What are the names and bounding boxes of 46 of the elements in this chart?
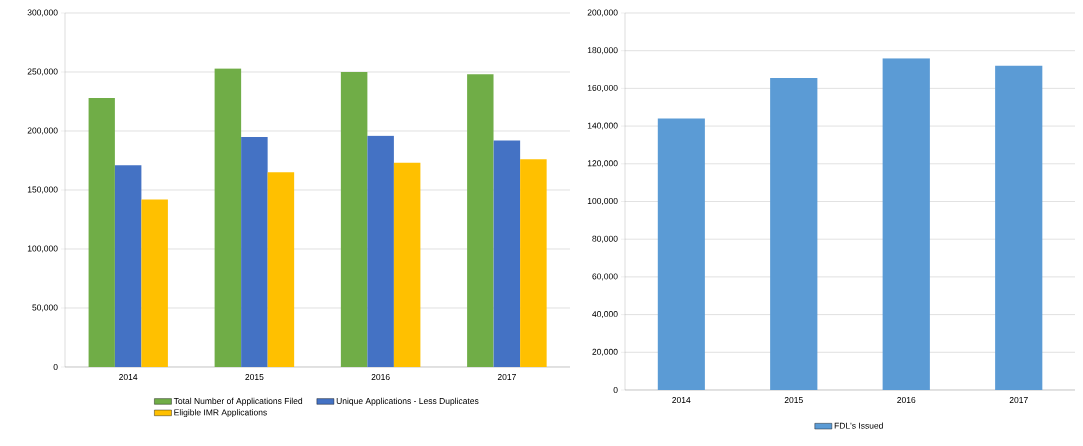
bar (267, 172, 295, 367)
bar (141, 199, 168, 367)
bar (241, 136, 268, 367)
y-tick-label: 100,000 (587, 197, 618, 205)
bar (114, 165, 142, 367)
bar (995, 65, 1043, 390)
x-tick-label: 2016 (371, 374, 390, 381)
y-tick-label: 160,000 (587, 84, 618, 92)
y-tick-label: 80,000 (592, 235, 618, 243)
y-tick-label: 250,000 (27, 68, 58, 76)
y-tick-label: 180,000 (587, 47, 618, 55)
x-tick-label: 2015 (245, 374, 264, 381)
y-tick-label: 100,000 (27, 245, 58, 253)
bar (88, 97, 115, 367)
bar (493, 140, 521, 367)
bar (770, 78, 818, 390)
y-tick-label: 300,000 (27, 9, 58, 17)
bar (467, 74, 494, 367)
y-tick-label: 20,000 (592, 348, 618, 356)
bar (367, 135, 394, 367)
bar (393, 162, 421, 367)
bar (657, 118, 705, 390)
legend-label: Total Number of Applications Filed (173, 397, 303, 406)
legend-label: Unique Applications - Less Duplicates (336, 397, 479, 406)
legend-label: Eligible IMR Applications (174, 409, 267, 418)
y-tick-label: 50,000 (32, 304, 58, 312)
y-tick-label: 0 (613, 386, 618, 393)
y-tick-label: 200,000 (587, 9, 618, 17)
y-tick-label: 120,000 (587, 160, 618, 168)
y-tick-label: 40,000 (592, 311, 618, 319)
x-tick-label: 2014 (119, 374, 138, 381)
y-tick-label: 60,000 (592, 273, 618, 281)
x-tick-label: 2017 (1009, 397, 1028, 404)
y-tick-label: 0 (53, 363, 58, 370)
y-tick-label: 140,000 (587, 122, 618, 130)
y-tick-label: 150,000 (27, 186, 58, 194)
bar (882, 58, 930, 390)
y-tick-label: 200,000 (27, 127, 58, 135)
x-tick-label: 2015 (784, 397, 803, 404)
x-tick-label: 2016 (897, 397, 916, 404)
x-tick-label: 2014 (672, 397, 691, 404)
bar (340, 71, 368, 367)
legend-label: FDL's Issued (834, 422, 883, 429)
bar (214, 68, 242, 367)
x-tick-label: 2017 (497, 374, 516, 381)
bar (520, 159, 547, 367)
